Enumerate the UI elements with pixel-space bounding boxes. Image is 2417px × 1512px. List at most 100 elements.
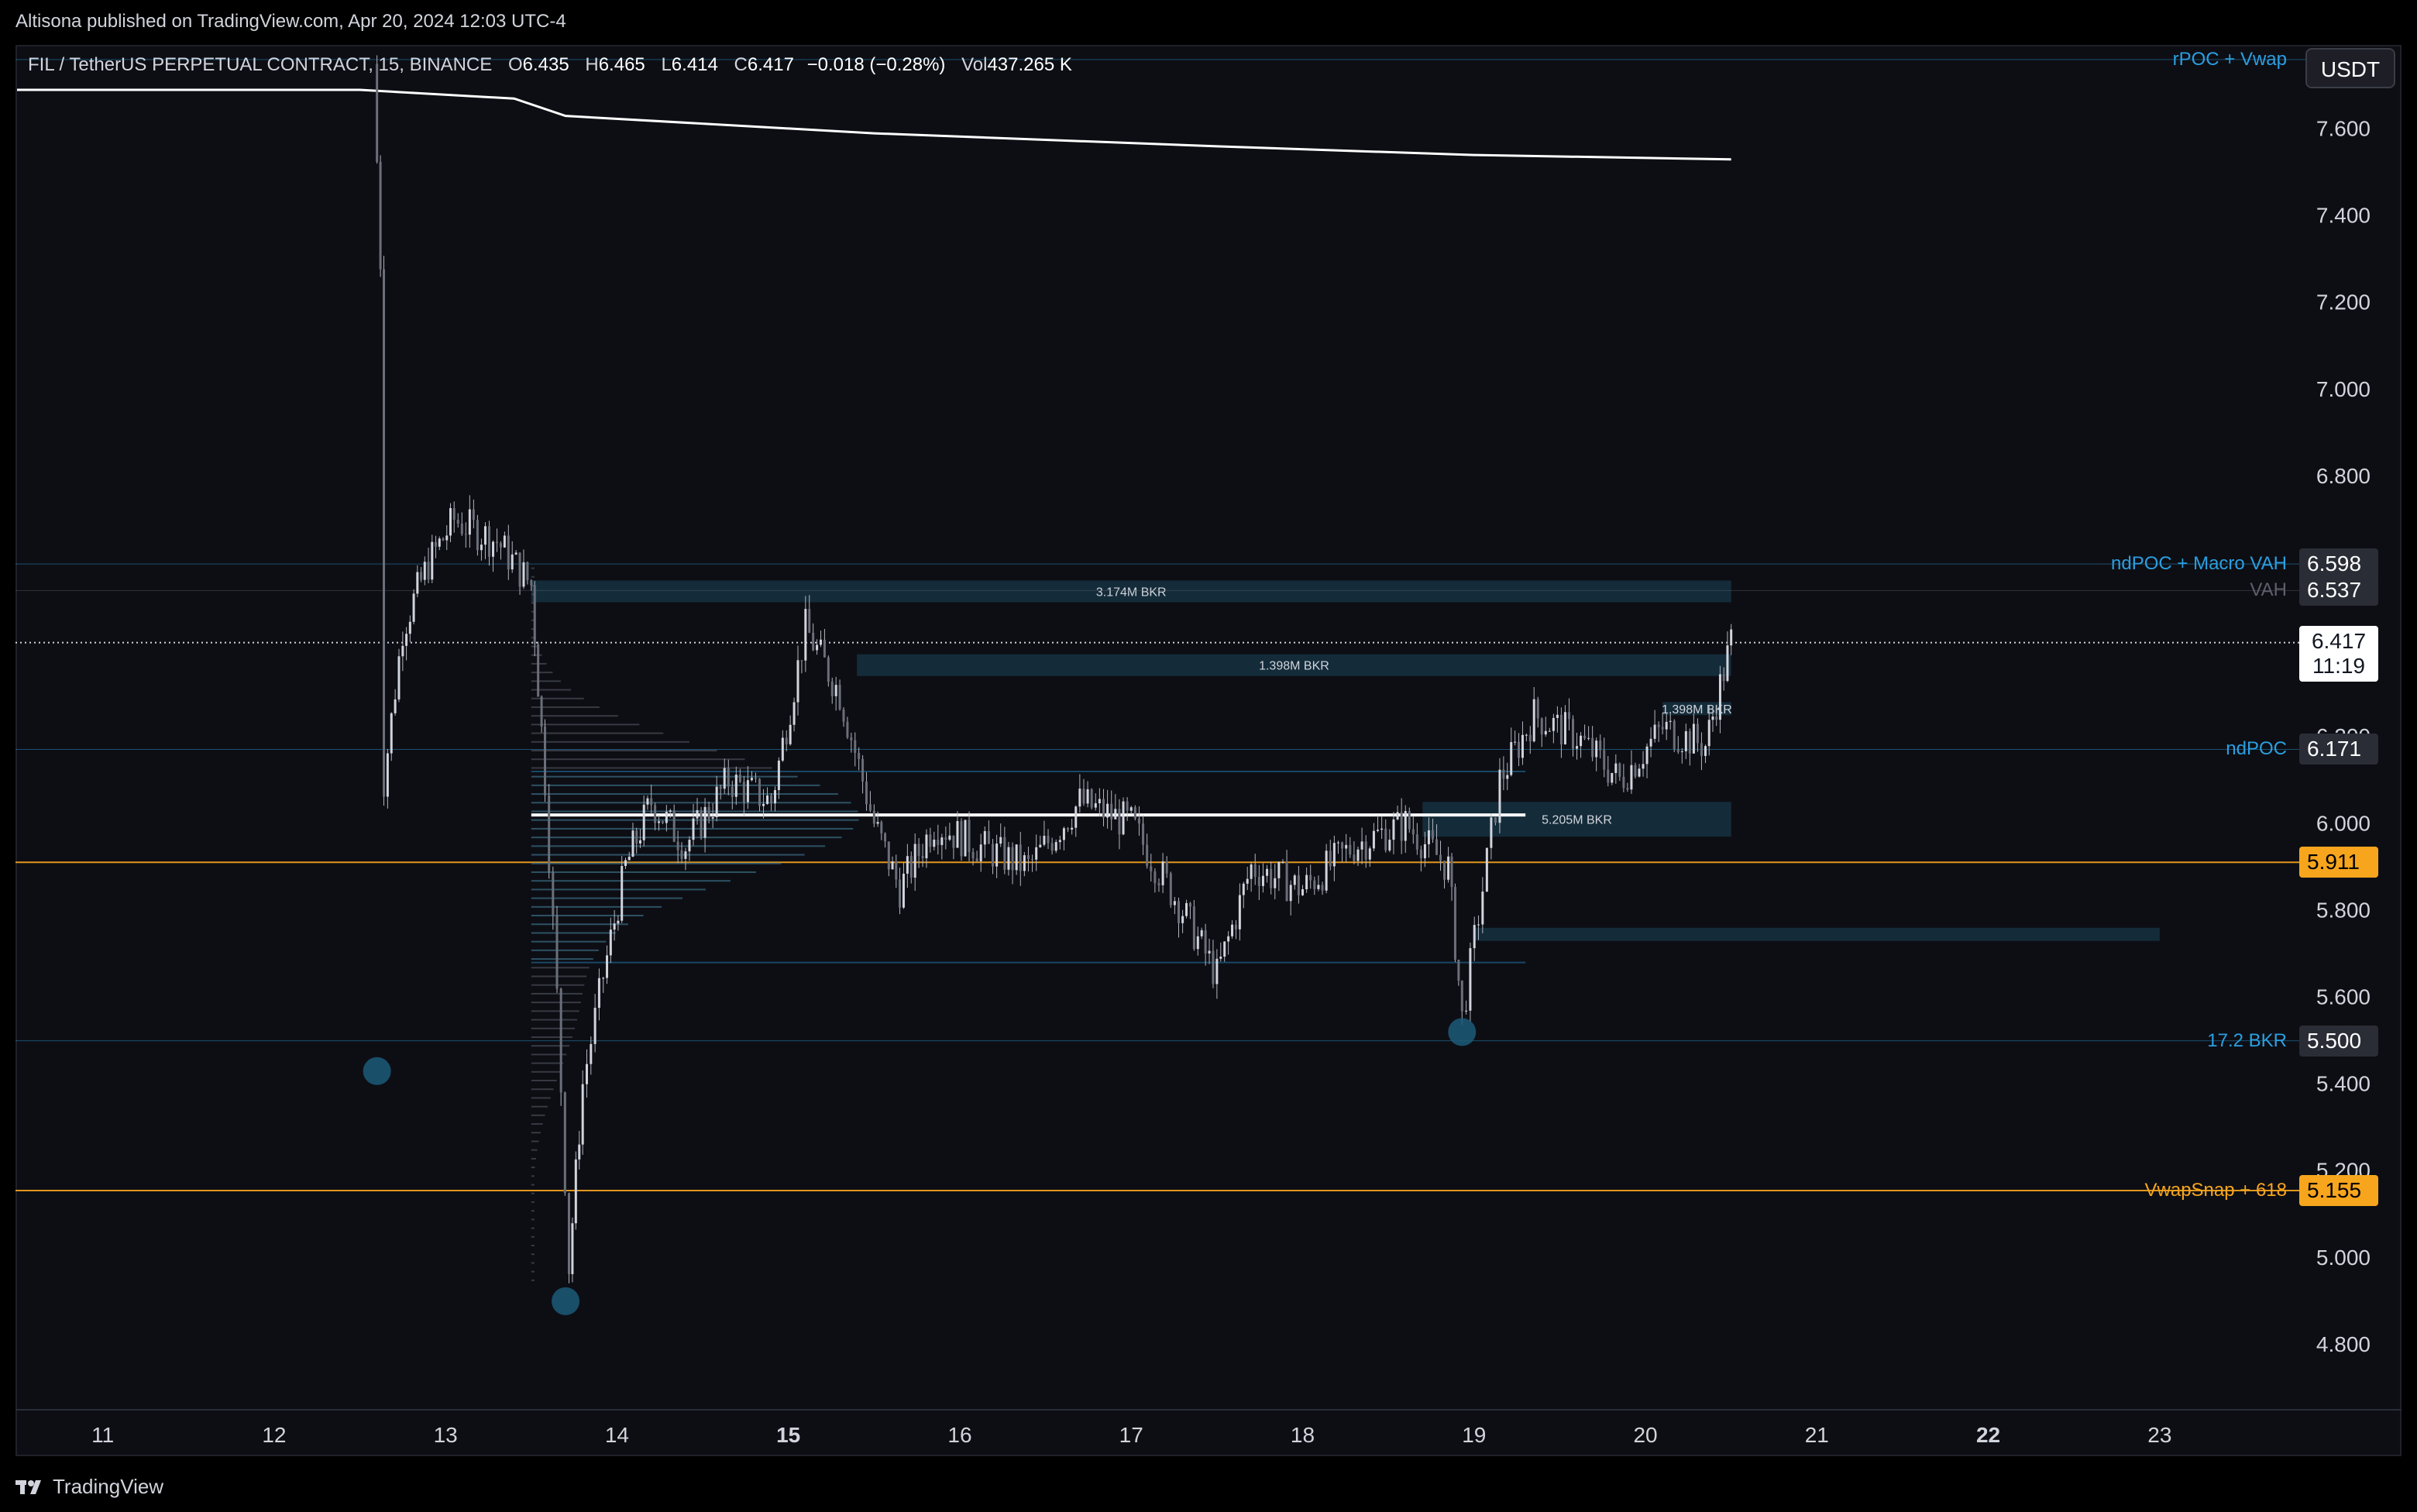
volume-bar <box>531 1123 543 1125</box>
candle-body <box>1626 788 1629 790</box>
high-value: 6.465 <box>598 54 645 75</box>
candle-body <box>846 721 849 738</box>
candle-body <box>1502 769 1505 779</box>
level-name-label: ndPOC + Macro VAH <box>2111 553 2287 575</box>
candle-body <box>552 871 555 916</box>
volume-bar <box>531 802 851 804</box>
level-name-label: VwapSnap + 618 <box>2144 1179 2287 1201</box>
candle-body <box>1595 741 1598 758</box>
volume-bar <box>531 1192 535 1194</box>
candle-body <box>1587 737 1590 739</box>
volume-bar <box>531 854 805 856</box>
candle-body <box>921 856 924 858</box>
candle-body <box>1345 844 1348 849</box>
candle-body <box>940 837 944 845</box>
candle-body <box>435 541 438 547</box>
volume-bar <box>531 1053 567 1056</box>
candle-body <box>1521 734 1524 758</box>
candle-body <box>526 562 529 581</box>
candle-body <box>581 1084 584 1145</box>
candle-body <box>1257 876 1260 886</box>
candle-body <box>1435 839 1438 855</box>
open-value: 6.435 <box>522 54 569 75</box>
candle-body <box>1074 806 1078 828</box>
candle-body <box>1692 723 1695 754</box>
candle-body <box>442 538 445 541</box>
zone-label: 5.205M BKR <box>1542 814 1612 827</box>
candle-body <box>816 644 819 651</box>
candle-body <box>1332 843 1336 867</box>
candle-body <box>1317 885 1320 889</box>
candle-body <box>1408 810 1411 830</box>
currency-button[interactable]: USDT <box>2305 48 2395 88</box>
candle-body <box>1494 817 1497 823</box>
candle-body <box>1349 844 1352 855</box>
candle-body <box>401 645 404 657</box>
tradingview-logo[interactable]: TradingView <box>15 1475 163 1499</box>
candle-body <box>1453 887 1456 960</box>
candle-body <box>1419 849 1422 858</box>
volume-bar <box>531 810 858 813</box>
candle-body <box>1540 718 1543 735</box>
candle-body <box>1200 930 1203 936</box>
candle-body <box>796 660 799 703</box>
candle-body <box>1411 829 1415 835</box>
candle-body <box>808 609 811 633</box>
candle-body <box>777 760 780 791</box>
symbol-name[interactable]: FIL / TetherUS PERPETUAL CONTRACT, 15, B… <box>28 54 493 75</box>
candle-body <box>1443 861 1446 880</box>
candle-body <box>1227 936 1230 942</box>
bkr-zone <box>1473 927 2160 941</box>
swing-marker <box>1448 1018 1477 1046</box>
y-tick-label: 5.000 <box>2316 1246 2371 1270</box>
zone-rect <box>531 580 1731 603</box>
candle-body <box>1098 799 1101 804</box>
candle-body <box>861 758 865 782</box>
candle-body <box>1477 924 1480 926</box>
candle-body <box>1638 768 1641 777</box>
volume-bar <box>531 654 542 656</box>
candle-body <box>1165 861 1168 874</box>
volume-bar <box>531 706 600 708</box>
candle-body <box>1157 883 1160 885</box>
swing-marker <box>552 1287 580 1315</box>
candle-body <box>1611 772 1614 783</box>
volume-bar <box>531 585 535 587</box>
volume-bar <box>531 619 535 621</box>
candle-body <box>1700 743 1703 756</box>
candle-body <box>872 810 875 824</box>
chart-frame[interactable] <box>15 45 2402 1456</box>
candle-body <box>574 1159 577 1224</box>
x-tick-label: 17 <box>1119 1423 1143 1447</box>
candle-body <box>1270 868 1273 888</box>
candle-body <box>1688 730 1691 754</box>
volume-bar <box>531 1114 545 1116</box>
zone-rect <box>1473 927 2160 941</box>
y-tick-label: 4.800 <box>2316 1332 2371 1356</box>
candle-body <box>917 844 920 857</box>
candle-body <box>1415 834 1418 850</box>
candle-body <box>456 520 459 524</box>
volume-bar <box>531 680 561 682</box>
volume-bar <box>531 758 745 761</box>
candle-body <box>1450 856 1453 888</box>
candle-body <box>537 644 540 697</box>
candle-body <box>762 803 765 806</box>
candle-body <box>571 1223 574 1274</box>
volume-bar <box>531 672 553 674</box>
candle-body <box>1653 724 1656 739</box>
candle-body <box>1142 823 1145 845</box>
candle-body <box>1274 878 1277 888</box>
volume-bar <box>531 905 662 908</box>
candle-body <box>492 541 495 557</box>
candle-body <box>1718 674 1721 720</box>
candle-body <box>1153 871 1157 884</box>
volume-bar <box>531 1080 557 1082</box>
y-tick-label: 5.600 <box>2316 985 2371 1009</box>
candle-body <box>1011 847 1014 871</box>
candle-body <box>1133 807 1136 819</box>
candle-body <box>1528 734 1532 742</box>
volume-bar <box>531 715 618 717</box>
bottom-bar <box>0 1456 2417 1512</box>
